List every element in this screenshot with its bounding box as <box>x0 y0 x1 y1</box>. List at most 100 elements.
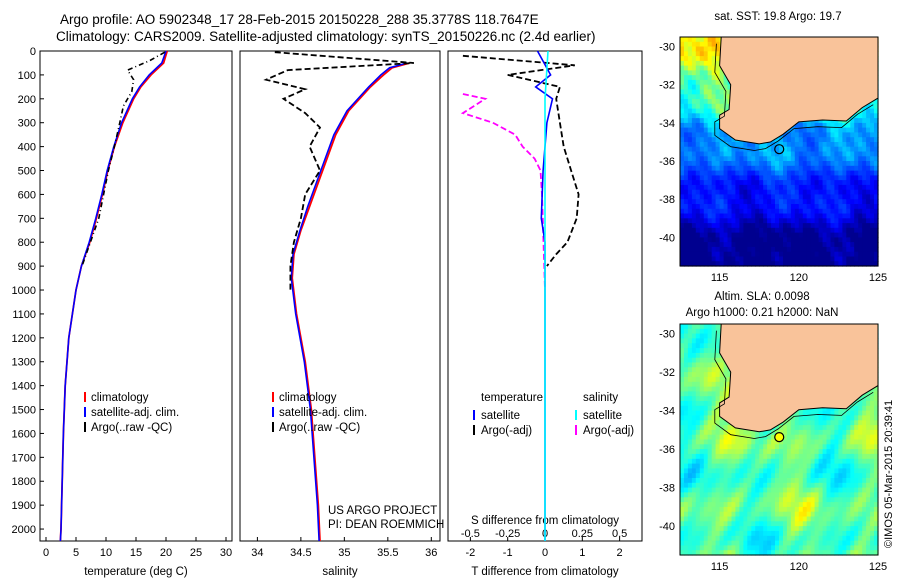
sla-map-cell <box>850 506 855 513</box>
sst-map-cell <box>798 223 804 229</box>
sst-map-cell <box>810 242 816 248</box>
sst-map-cell <box>826 146 832 153</box>
sst-map-cell <box>711 146 717 153</box>
sla-map-cell <box>790 458 796 465</box>
sst-map-cell <box>858 204 863 210</box>
sla-map-cell <box>874 535 879 542</box>
sla-map-cell <box>838 540 843 546</box>
sla-map-cell <box>695 463 701 469</box>
sla-map-cell <box>779 439 784 445</box>
sst-map-cell <box>680 37 685 43</box>
sla-map-cell <box>763 521 768 527</box>
sla-map-cell <box>767 550 772 556</box>
sst-map-cell <box>684 189 689 196</box>
sst-map-cell <box>786 142 792 148</box>
sla-map-cell <box>739 473 744 479</box>
sla-map-cell <box>743 444 748 450</box>
sla-map-cell <box>755 453 760 460</box>
sst-map-cell <box>719 70 725 76</box>
sst-map-cell <box>806 218 812 224</box>
sst-map-cell <box>826 165 832 172</box>
sla-map-cell <box>715 478 721 484</box>
sst-map-cell <box>687 237 693 243</box>
sla-map-cell <box>707 367 713 373</box>
sst-map-cell <box>830 142 836 148</box>
sla-map-cell <box>802 473 808 479</box>
sla-map-cell <box>854 482 859 489</box>
sst-map-cell <box>862 184 867 191</box>
sst-map-cell <box>695 156 701 162</box>
sla-map-cell <box>830 506 836 513</box>
sst-map-cell <box>822 184 828 191</box>
sst-map-cell <box>699 103 705 110</box>
sla-map-cell <box>763 511 768 518</box>
sst-map-cell <box>727 142 733 148</box>
sst-map-cell <box>834 227 839 234</box>
sla-map-cell <box>680 535 685 542</box>
sla-map-cell <box>870 473 875 479</box>
sla-map-cell <box>802 444 808 450</box>
sla-map-cell <box>687 429 693 436</box>
sst-map-cell <box>798 146 804 153</box>
sla-map-cell <box>763 506 768 513</box>
sst-map-cell <box>810 218 816 224</box>
sal-clim-line <box>291 62 410 542</box>
sla-map-cell <box>680 391 685 397</box>
sst-map-cell <box>818 237 824 243</box>
sla-map-cell <box>850 458 855 465</box>
sla-map-cell <box>802 540 808 546</box>
sla-map-cell <box>846 420 851 426</box>
sla-map-cell <box>850 429 855 436</box>
sla-map-cell <box>691 463 697 469</box>
sst-map-cell <box>850 199 855 205</box>
sst-map-cell <box>858 146 863 153</box>
sst-map-cell <box>798 170 804 176</box>
sst-map-cell <box>763 251 768 258</box>
sla-map-cell <box>846 439 851 445</box>
sla-map-cell <box>786 478 792 484</box>
sla-map-cell <box>810 502 816 508</box>
sla-map-cell <box>719 521 725 527</box>
sst-map-cell <box>826 251 832 258</box>
sst-map-cell <box>790 184 796 191</box>
sst-map-cell <box>783 256 788 262</box>
sst-map-cell <box>854 113 859 119</box>
sla-map-cell <box>850 425 855 431</box>
sla-map-cell <box>759 492 764 498</box>
sst-map-cell <box>771 261 776 267</box>
sla-map-cell <box>874 429 879 436</box>
sla-map-cell <box>814 492 820 498</box>
sla-map-cell <box>707 453 713 460</box>
sla-map-cell <box>786 449 792 455</box>
sla-map-cell <box>846 487 851 493</box>
sla-map-cell <box>814 550 820 556</box>
sla-map-cell <box>680 338 685 344</box>
sla-map-cell <box>699 506 705 513</box>
sla-map-cell <box>723 449 729 455</box>
depth-tick-label: 100 <box>18 70 36 82</box>
sst-map-cell <box>711 99 717 105</box>
sla-map-cell <box>719 381 725 388</box>
sla-map-cell <box>691 545 697 551</box>
sst-map-cell <box>727 199 733 205</box>
sla-map-cell <box>838 463 843 469</box>
sla-map-cell <box>806 415 812 421</box>
sst-map-cell <box>818 246 824 253</box>
sst-map-cell <box>862 256 867 262</box>
sst-map-cell <box>870 251 875 258</box>
sal-legend-entry: Argo(..raw -QC) <box>279 422 360 434</box>
sst-map-cell <box>715 84 721 91</box>
sla-map-cell <box>830 449 836 455</box>
sla-map-cell <box>759 516 764 522</box>
sst-map-cell <box>822 256 828 262</box>
sst-map-cell <box>798 165 804 172</box>
sla-map-cell <box>715 352 721 359</box>
sla-map-cell <box>794 449 800 455</box>
sst-map-cell <box>680 246 685 253</box>
sst-map-cell <box>715 242 721 248</box>
sst-map-cell <box>735 170 740 176</box>
sst-map-cell <box>798 237 804 243</box>
sla-map-cell <box>846 506 851 513</box>
sst-map-cell <box>727 242 733 248</box>
sla-map-cell <box>691 425 697 431</box>
